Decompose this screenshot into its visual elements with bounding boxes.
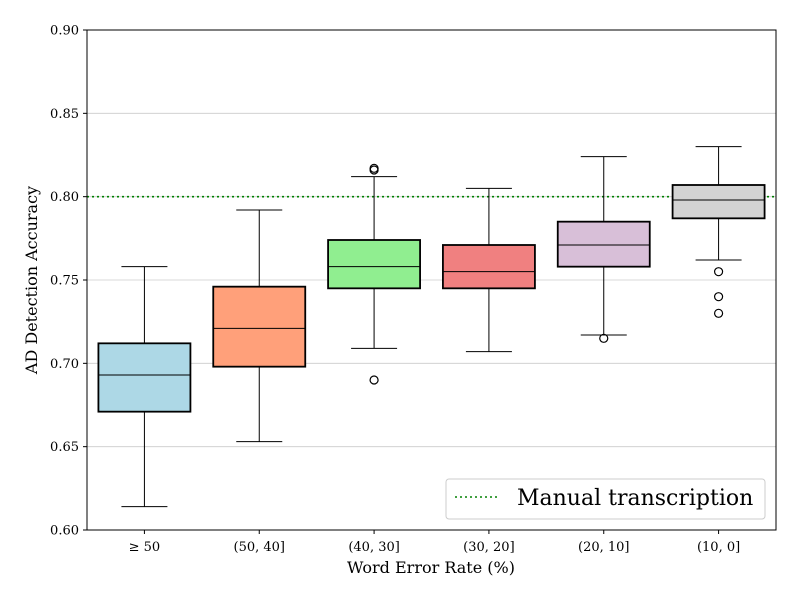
- x-tick-label: (20, 10]: [578, 540, 630, 555]
- x-tick-label: (10, 0]: [697, 540, 740, 555]
- box: [327, 239, 421, 290]
- x-tick-label: ≥ 50: [129, 540, 161, 555]
- x-axis-title: Word Error Rate (%): [347, 558, 515, 577]
- box-group: [671, 146, 766, 318]
- box: [212, 285, 307, 368]
- y-tick-label: 0.70: [50, 357, 79, 372]
- box-group: [97, 266, 192, 508]
- y-tick-label: 0.65: [50, 440, 79, 455]
- outlier-point: [713, 308, 724, 318]
- outlier-point: [713, 292, 724, 302]
- box: [556, 220, 651, 268]
- box-group: [327, 163, 421, 385]
- y-tick-label: 0.60: [50, 524, 79, 539]
- y-tick-label: 0.75: [50, 274, 79, 289]
- box-group: [442, 187, 536, 353]
- legend-label-manual-transcription: Manual transcription: [517, 486, 753, 511]
- outlier-point: [599, 333, 609, 343]
- y-axis: 0.60 0.65 0.70 0.75 0.80 0.85 0.90: [50, 24, 87, 539]
- outlier-point: [369, 163, 379, 173]
- outlier-point: [369, 375, 379, 385]
- x-tick-label: (40, 30]: [348, 540, 400, 555]
- x-tick-label: (50, 40]: [234, 540, 286, 555]
- grid: [87, 112, 776, 448]
- x-tick-label: (30, 20]: [463, 540, 515, 555]
- y-tick-label: 0.85: [50, 107, 79, 122]
- legend-frame: [445, 478, 766, 520]
- box: [671, 184, 766, 220]
- box-group: [212, 209, 307, 443]
- y-tick-label: 0.80: [50, 190, 79, 205]
- legend: Manual transcription: [445, 478, 766, 520]
- outlier-point: [713, 267, 724, 277]
- box-plots: [97, 146, 766, 508]
- y-axis-title: AD Detection Accuracy: [22, 186, 41, 375]
- box: [442, 244, 536, 290]
- box: [97, 342, 192, 413]
- y-tick-label: 0.90: [50, 24, 79, 39]
- box-group: [556, 156, 651, 343]
- x-axis: ≥ 50 (50, 40] (40, 30] (30, 20] (20, 10] (10,…: [129, 530, 740, 555]
